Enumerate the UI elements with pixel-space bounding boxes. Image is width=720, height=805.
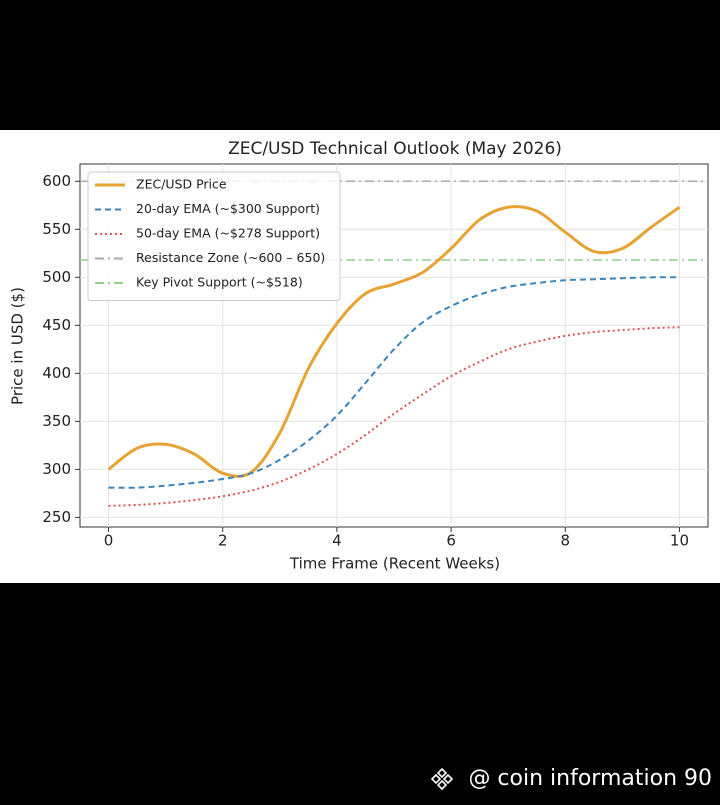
y-tick-label: 600 <box>42 172 71 190</box>
legend-label: 20-day EMA (~$300 Support) <box>136 201 320 216</box>
chart-title: ZEC/USD Technical Outlook (May 2026) <box>228 139 562 159</box>
x-axis-label: Time Frame (Recent Weeks) <box>289 555 500 573</box>
series-line <box>107 205 681 478</box>
x-tick-label: 2 <box>218 532 228 550</box>
plot: 250 300 350 400 450 500 550 600 0 2 4 6 8 10 ZEC/USD P… <box>42 164 708 550</box>
watermark-icon <box>430 767 454 791</box>
series-line <box>108 276 680 489</box>
y-tick-label: 250 <box>42 508 71 526</box>
x-tick-label: 6 <box>446 532 456 550</box>
legend-label: 50-day EMA (~$278 Support) <box>136 226 320 241</box>
x-tick-label: 4 <box>332 532 342 550</box>
watermark-logo <box>430 767 454 791</box>
y-tick-label: 450 <box>42 316 71 334</box>
x-tick-label: 8 <box>560 532 570 550</box>
legend-box <box>87 171 341 301</box>
y-tick-label: 400 <box>42 364 71 382</box>
y-tick-label: 550 <box>42 220 71 238</box>
x-tick-label: 10 <box>670 532 689 550</box>
legend-label: Resistance Zone (~600 – 650) <box>136 250 325 265</box>
watermark: @ coin information 90 <box>468 766 712 791</box>
y-tick-label: 500 <box>42 268 71 286</box>
y-tick-label: 300 <box>42 460 71 478</box>
legend-label: Key Pivot Support (~$518) <box>136 275 303 290</box>
x-tick-label: 0 <box>104 532 114 550</box>
y-axis-label: Price in USD ($) <box>9 287 27 405</box>
plot-frame <box>79 163 709 528</box>
legend-label: ZEC/USD Price <box>136 177 227 192</box>
y-tick-label: 350 <box>42 412 71 430</box>
